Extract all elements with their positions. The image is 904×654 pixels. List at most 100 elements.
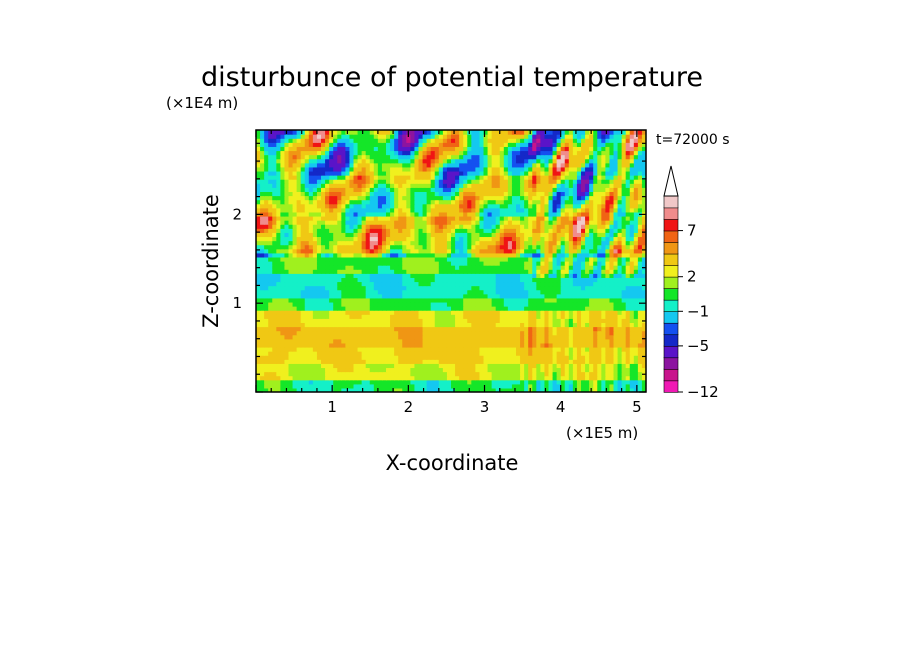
heatmap-cell [430,318,436,323]
heatmap-cell [312,199,318,205]
heatmap-cell [337,301,342,307]
heatmap-cell [288,220,294,225]
heatmap-cell [288,265,294,270]
heatmap-cell [284,371,290,377]
heatmap-cell [459,351,464,356]
heatmap-cell [377,199,383,205]
heatmap-cell [471,383,476,389]
heatmap-cell [601,375,606,381]
heatmap-cell [365,355,371,360]
heatmap-cell [284,207,290,213]
heatmap-cell [556,367,562,373]
heatmap-cell [300,301,306,307]
heatmap-cell [528,342,533,348]
heatmap-cell [268,322,273,328]
heatmap-cell [597,236,602,242]
heatmap-cell [312,244,318,250]
heatmap-cell [276,240,281,246]
heatmap-cell [341,346,346,352]
heatmap-cell [406,310,411,315]
heatmap-cell [426,203,432,209]
heatmap-cell [487,232,493,238]
heatmap-cell [459,387,464,392]
heatmap-cell [609,289,615,295]
heatmap-cell [438,179,444,184]
heatmap-cell [373,375,379,381]
heatmap-cell [499,179,505,184]
heatmap-cell [325,375,330,381]
heatmap-cell [613,248,619,254]
heatmap-cell [633,281,639,287]
heatmap-cell [308,252,314,258]
heatmap-cell [597,342,602,348]
heatmap-cell [438,277,444,283]
heatmap-cell [528,191,533,197]
heatmap-cell [528,367,533,373]
heatmap-cell [629,289,635,295]
heatmap-cell [434,207,440,213]
heatmap-cell [540,207,546,213]
heatmap-cell [544,277,550,283]
heatmap-cell [422,367,428,373]
heatmap-cell [633,318,639,323]
heatmap-cell [633,261,639,266]
heatmap-cell [524,277,529,283]
heatmap-cell [438,334,444,340]
heatmap-cell [341,277,346,283]
heatmap-cell [308,273,314,278]
heatmap-cell [292,236,298,242]
heatmap-cell [341,285,346,291]
heatmap-cell [455,351,460,356]
heatmap-cell [325,387,330,392]
heatmap-cell [438,346,444,352]
heatmap-cell [609,338,615,344]
heatmap-cell [365,187,371,192]
heatmap-cell [365,351,371,356]
heatmap-cell [516,346,521,352]
heatmap-cell [296,318,302,323]
heatmap-cell [524,179,529,184]
heatmap-cell [422,228,428,233]
heatmap-cell [581,203,586,209]
heatmap-cell [641,375,646,381]
heatmap-cell [483,318,489,323]
heatmap-cell [434,306,440,311]
heatmap-cell [325,322,330,328]
heatmap-cell [491,330,497,336]
heatmap-cell [381,236,387,242]
heatmap-cell [373,310,379,315]
heatmap-cell [410,306,416,311]
heatmap-cell [471,265,476,270]
heatmap-cell [576,281,582,287]
heatmap-cell [256,359,261,364]
heatmap-cell [593,191,598,197]
heatmap-cell [524,220,529,225]
heatmap-cell [377,363,383,369]
heatmap-cell [495,301,501,307]
heatmap-cell [260,289,265,295]
heatmap-cell [540,301,546,307]
heatmap-cell [422,314,428,319]
heatmap-cell [524,285,529,291]
heatmap-cell [487,183,493,188]
heatmap-cell [418,379,424,385]
heatmap-cell [296,232,302,238]
heatmap-cell [467,293,472,299]
heatmap-cell [373,265,379,270]
heatmap-cell [548,232,554,238]
heatmap-cell [373,211,379,217]
heatmap-cell [345,220,351,225]
heatmap-cell [491,338,497,344]
heatmap-cell [552,285,558,291]
heatmap-cell [560,211,566,217]
heatmap-cell [487,244,493,250]
heatmap-cell [581,355,586,360]
heatmap-cell [503,265,509,270]
heatmap-cell [516,306,521,311]
heatmap-cell [552,351,558,356]
heatmap-cell [446,367,452,373]
heatmap-cell [341,359,346,364]
heatmap-cell [381,367,387,373]
heatmap-cell [381,310,387,315]
heatmap-cell [617,342,623,348]
